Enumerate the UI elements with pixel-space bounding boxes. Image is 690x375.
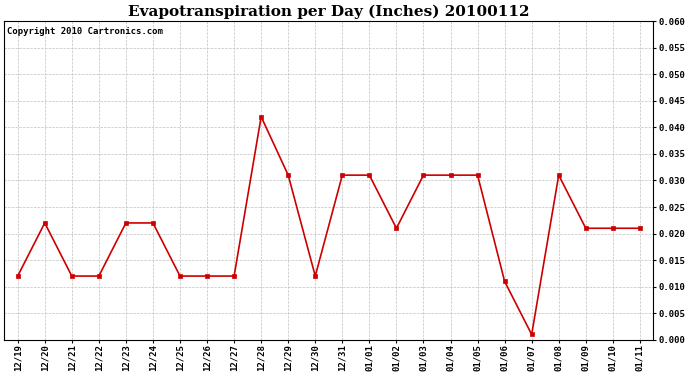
Title: Evapotranspiration per Day (Inches) 20100112: Evapotranspiration per Day (Inches) 2010… — [128, 4, 529, 18]
Text: Copyright 2010 Cartronics.com: Copyright 2010 Cartronics.com — [8, 27, 164, 36]
